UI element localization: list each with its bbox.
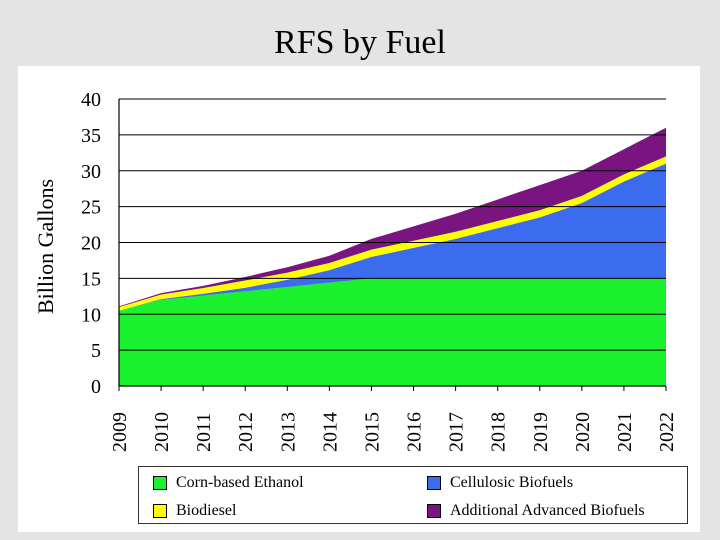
area-corn-based-ethanol	[119, 278, 666, 386]
legend-item-cellulosic-biofuels: Cellulosic Biofuels	[427, 474, 573, 492]
x-tick-label: 2019	[530, 412, 552, 452]
area-cellulosic-biofuels	[119, 163, 666, 311]
area-biodiesel	[119, 156, 666, 311]
y-tick-label: 20	[81, 233, 101, 255]
chart-legend: Corn-based Ethanol Cellulosic Biofuels B…	[138, 466, 688, 524]
legend-label: Biodiesel	[176, 502, 237, 519]
slide-title: RFS by Fuel	[274, 24, 446, 61]
legend-item-additional-advanced-biofuels: Additional Advanced Biofuels	[427, 502, 645, 520]
y-axis-title: Billion Gallons	[33, 179, 58, 314]
legend-swatch-biodiesel	[153, 504, 167, 518]
x-tick-label: 2010	[151, 412, 173, 452]
legend-label: Cellulosic Biofuels	[450, 474, 574, 491]
x-tick-label: 2015	[361, 412, 383, 452]
y-tick-label: 30	[81, 161, 101, 183]
legend-swatch-corn	[153, 476, 167, 490]
legend-item-biodiesel: Biodiesel	[153, 502, 236, 520]
y-tick-label: 5	[91, 340, 101, 362]
y-tick-label: 40	[81, 89, 101, 111]
legend-item-corn-based-ethanol: Corn-based Ethanol	[153, 474, 304, 492]
x-tick-label: 2020	[572, 412, 594, 452]
x-tick-label: 2011	[193, 413, 215, 452]
y-tick-label: 25	[81, 197, 101, 219]
legend-swatch-cellulosic	[427, 476, 441, 490]
legend-swatch-advanced	[427, 504, 441, 518]
x-tick-label: 2017	[446, 412, 468, 452]
x-tick-label: 2014	[319, 412, 341, 452]
y-tick-label: 0	[91, 376, 101, 398]
x-tick-label: 2013	[277, 412, 299, 452]
y-tick-label: 35	[81, 125, 101, 147]
x-tick-label: 2016	[404, 412, 426, 452]
legend-label: Additional Advanced Biofuels	[450, 502, 645, 519]
x-tick-label: 2021	[614, 412, 636, 452]
x-tick-label: 2022	[656, 412, 678, 452]
y-tick-label: 10	[81, 304, 101, 326]
x-tick-label: 2012	[235, 412, 257, 452]
x-tick-label: 2009	[109, 412, 131, 452]
y-tick-label: 15	[81, 268, 101, 290]
legend-label: Corn-based Ethanol	[176, 474, 304, 491]
x-tick-label: 2018	[488, 412, 510, 452]
